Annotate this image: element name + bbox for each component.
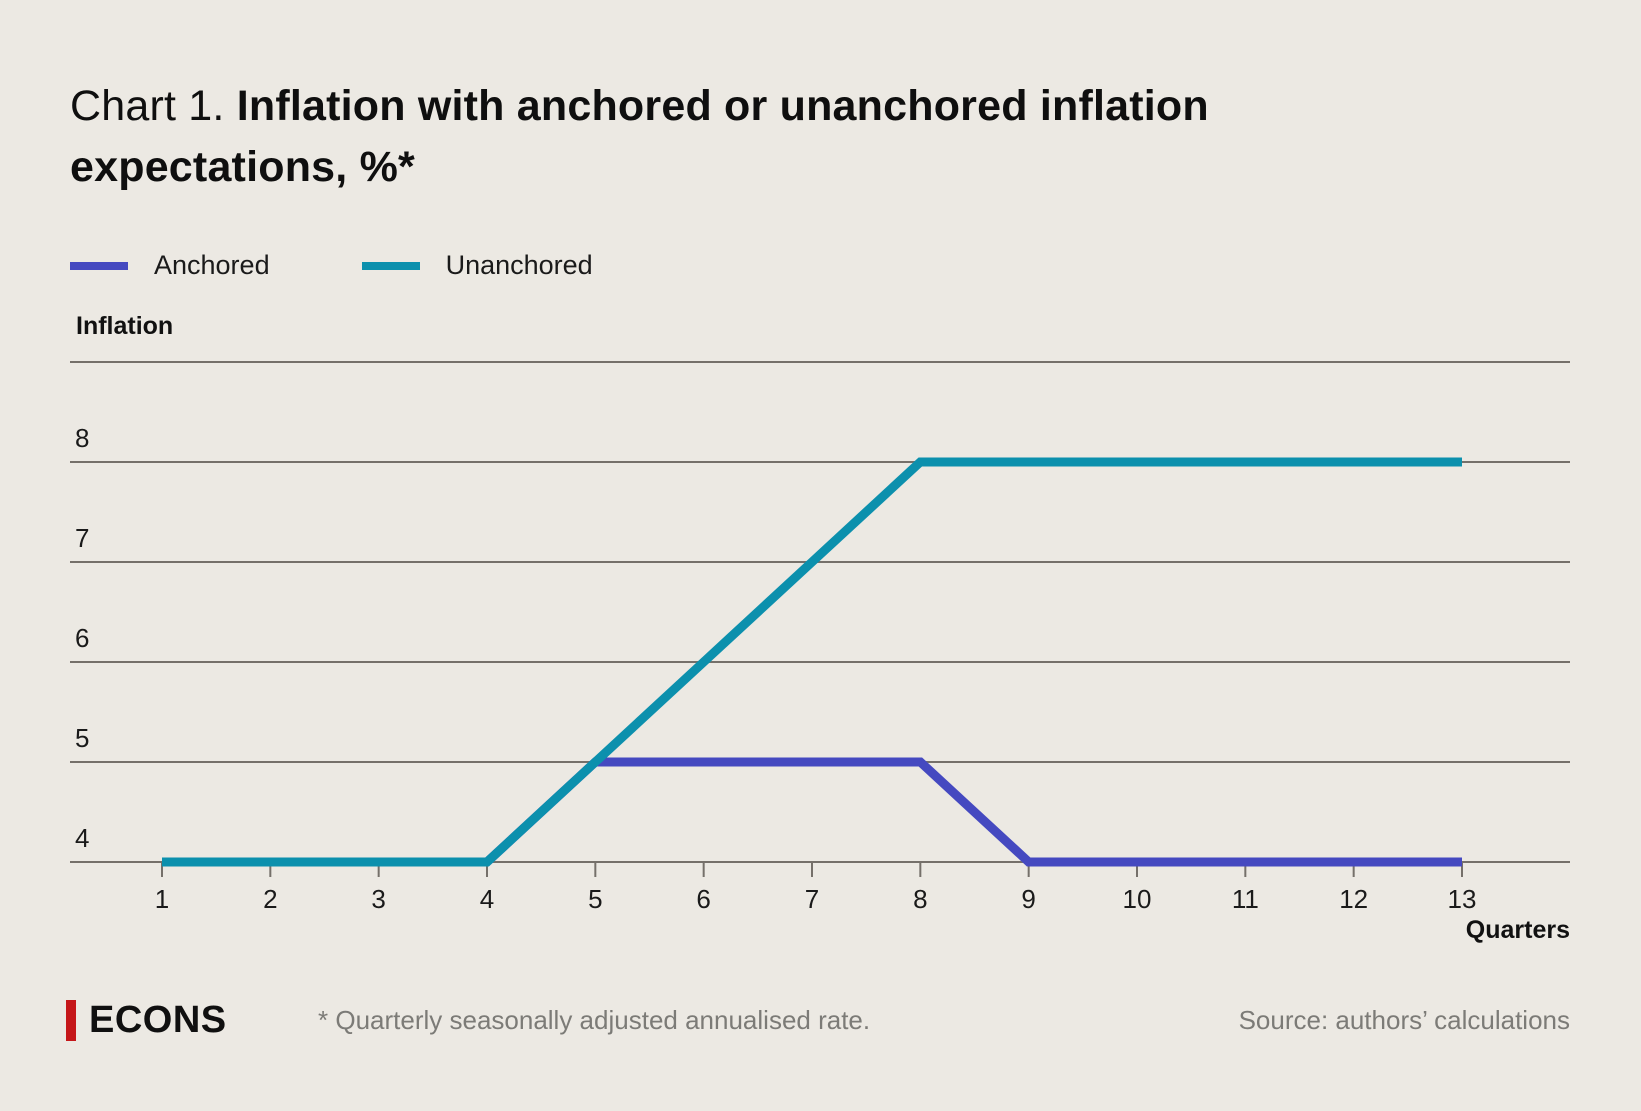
legend-item-anchored: Anchored: [70, 250, 270, 281]
unanchored-line-swatch-icon: [361, 261, 420, 270]
x-tick-label: 7: [804, 884, 820, 914]
legend-label-unanchored: Unanchored: [445, 250, 593, 280]
x-axis-title: Quarters: [1465, 916, 1570, 944]
line-chart-canvas: [70, 361, 1570, 877]
legend-label-anchored: Anchored: [154, 250, 270, 280]
x-tick-label: 11: [1231, 884, 1259, 914]
y-tick-label: 8: [75, 423, 90, 453]
x-tick-label: 6: [696, 884, 711, 914]
y-axis-title: Inflation: [76, 312, 174, 340]
y-tick-label: 5: [75, 723, 90, 753]
y-tick-label: 7: [75, 523, 90, 553]
x-tick-label: 8: [913, 884, 928, 914]
econs-logo: ECONS: [66, 999, 227, 1042]
x-tick-label: 12: [1339, 884, 1369, 914]
page-title-prefix: Chart 1.: [70, 82, 225, 130]
source-note: Source: authors’ calculations: [1238, 1005, 1570, 1035]
x-tick-label: 3: [371, 884, 386, 914]
anchored-line-swatch-icon: [70, 261, 128, 270]
x-tick-label: 10: [1122, 884, 1152, 914]
legend-item-unanchored: Unanchored: [361, 250, 593, 281]
x-tick-label: 9: [1021, 884, 1036, 914]
x-tick-label: 5: [588, 884, 603, 914]
series-line-anchored: [162, 757, 1462, 867]
x-tick-label: 2: [263, 884, 278, 914]
x-tick-label: 1: [154, 884, 170, 914]
page-title-main: Inflation with anchored or unanchored in…: [70, 82, 1209, 191]
logo-text: ECONS: [89, 999, 227, 1041]
page-title: Chart 1. Inflation with anchored or unan…: [70, 76, 1270, 198]
logo-accent-bar-icon: [66, 1000, 76, 1041]
x-tick-label: 4: [479, 884, 495, 914]
y-tick-label: 4: [75, 823, 90, 853]
footnote: * Quarterly seasonally adjusted annualis…: [318, 1005, 871, 1035]
y-tick-label: 6: [75, 623, 90, 653]
x-tick-label: 13: [1447, 884, 1477, 914]
series-line-unanchored: [162, 457, 1462, 867]
legend: Anchored Unanchored: [70, 250, 593, 281]
